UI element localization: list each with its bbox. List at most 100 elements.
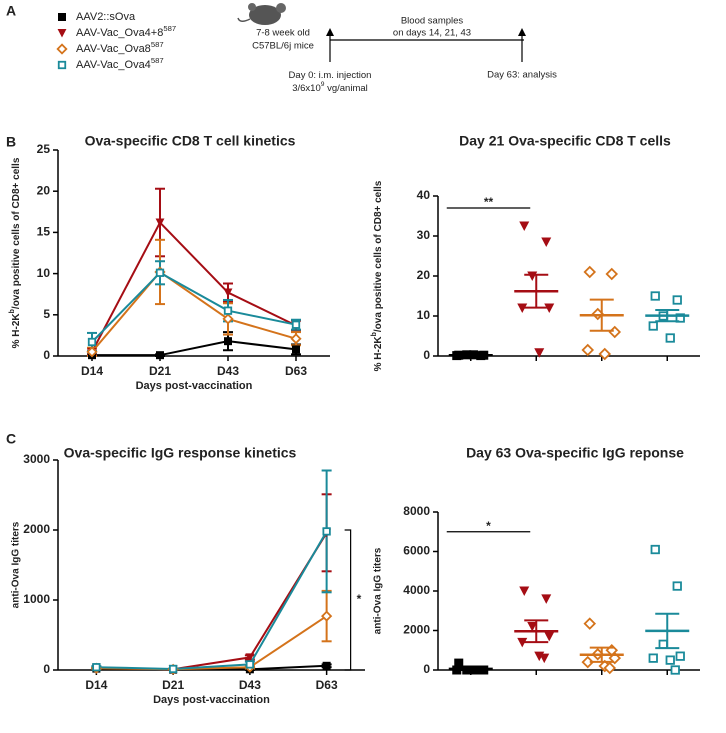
marker: [541, 594, 552, 604]
marker: [245, 660, 255, 669]
marker: [245, 653, 255, 662]
marker: [672, 295, 682, 305]
x-tick-label: D14: [81, 364, 103, 378]
arrow-head: [326, 28, 334, 36]
marker: [519, 586, 530, 596]
y-tick-label: 2000: [23, 522, 50, 536]
marker: [608, 325, 622, 339]
y-tick-label: 40: [417, 188, 431, 202]
series-line: [96, 532, 328, 671]
marker: [57, 29, 67, 38]
y-tick-label: 30: [417, 228, 431, 242]
legend-label-part: AAV-Vac_Ova4+8: [76, 27, 163, 39]
y-axis-label: % H-2Kb/ova positive cells of CD8+ cells: [9, 157, 21, 348]
y-tick-label: 0: [43, 662, 50, 676]
y-tick-label: 10: [37, 266, 51, 280]
series-line: [92, 340, 297, 357]
y-axis-label: anti-Ova IgG titers: [373, 547, 384, 634]
marker: [534, 348, 545, 358]
legend-label: AAV-Vac_Ova4587: [76, 56, 164, 71]
significance-label: *: [357, 592, 362, 606]
marker: [581, 655, 595, 669]
marker: [322, 661, 331, 670]
legend-label: AAV-Vac_Ova8587: [76, 40, 164, 55]
marker: [603, 661, 617, 675]
chart-title: Ova-specific IgG response kinetics: [64, 445, 297, 461]
marker: [223, 306, 233, 315]
timeline-text: Day 63: analysis: [487, 70, 557, 81]
x-tick-label: D43: [239, 678, 261, 692]
y-tick-label: 0: [423, 348, 430, 362]
chart-title: Ova-specific CD8 T cell kinetics: [85, 133, 296, 149]
legend-label: AAV2::sOva: [76, 11, 136, 23]
timeline-text: on days 14, 21, 43: [393, 28, 471, 39]
marker: [155, 218, 165, 227]
series-line: [96, 530, 328, 670]
marker: [92, 663, 101, 672]
y-axis-label: % H-2Kb/ova positive cells of CD8+ cells: [371, 180, 383, 371]
marker: [665, 655, 675, 665]
marker: [670, 665, 680, 675]
y-tick-label: 6000: [403, 544, 430, 558]
y-tick-label: 20: [417, 268, 431, 282]
x-tick-label: D21: [149, 364, 171, 378]
marker: [86, 346, 98, 358]
marker: [87, 337, 97, 347]
marker: [290, 333, 302, 345]
x-axis-label: Days post-vaccination: [136, 380, 253, 392]
x-tick-label: D43: [217, 364, 239, 378]
series-line: [91, 270, 297, 353]
marker: [541, 237, 552, 247]
legend-label-part: AAV-Vac_Ova8: [76, 43, 151, 55]
marker: [527, 622, 538, 632]
series-line: [96, 615, 328, 671]
y-tick-label: 8000: [403, 504, 430, 518]
marker: [519, 221, 530, 231]
marker: [544, 303, 555, 313]
marker: [605, 267, 619, 281]
timeline-text: Day 0: i.m. injection: [289, 70, 372, 81]
marker: [517, 637, 528, 648]
y-tick-label: 10: [417, 308, 431, 322]
marker: [539, 653, 550, 664]
marker: [583, 265, 597, 279]
y-tick-label: 20: [37, 183, 51, 197]
timeline-text: C57BL/6j mice: [252, 41, 314, 52]
marker: [168, 664, 178, 674]
marker: [222, 313, 234, 325]
timeline-text-part: Day 0: i.m. injection: [289, 70, 372, 81]
marker: [583, 617, 597, 630]
marker: [224, 337, 232, 346]
legend-label-part: 587: [163, 24, 176, 33]
marker: [322, 527, 331, 536]
y-tick-label: 5: [43, 307, 50, 321]
y-tick-label: 1000: [23, 592, 50, 606]
timeline-text-part: 3/6x10: [292, 83, 321, 94]
panel-label: C: [6, 431, 16, 447]
x-tick-label: D63: [316, 678, 338, 692]
significance-label: *: [486, 519, 491, 533]
marker: [57, 60, 67, 70]
marker: [650, 291, 660, 301]
y-axis-label-part: % H-2K: [11, 313, 22, 349]
chart-title: Day 21 Ova-specific CD8 T cells: [459, 133, 671, 149]
marker: [665, 333, 675, 343]
legend-label: AAV-Vac_Ova4+8587: [76, 24, 176, 39]
y-axis-label: anti-Ova IgG titers: [11, 521, 22, 608]
y-axis-label-part: /ova positive cells of CD8+ cells: [373, 180, 384, 332]
x-tick-label: D14: [85, 678, 107, 692]
timeline-text-part: 9: [321, 81, 325, 88]
timeline-text-part: vg/animal: [324, 83, 367, 94]
marker: [155, 268, 165, 277]
marker: [675, 651, 685, 661]
timeline-text: 7-8 week old: [256, 28, 310, 39]
marker: [675, 313, 685, 323]
significance-label: **: [484, 195, 494, 209]
x-tick-label: D21: [162, 678, 184, 692]
marker: [648, 653, 658, 663]
marker: [650, 544, 660, 555]
marker: [648, 321, 658, 331]
y-axis-label-part: /ova positive cells of CD8+ cells: [11, 157, 22, 309]
marker: [56, 43, 68, 55]
